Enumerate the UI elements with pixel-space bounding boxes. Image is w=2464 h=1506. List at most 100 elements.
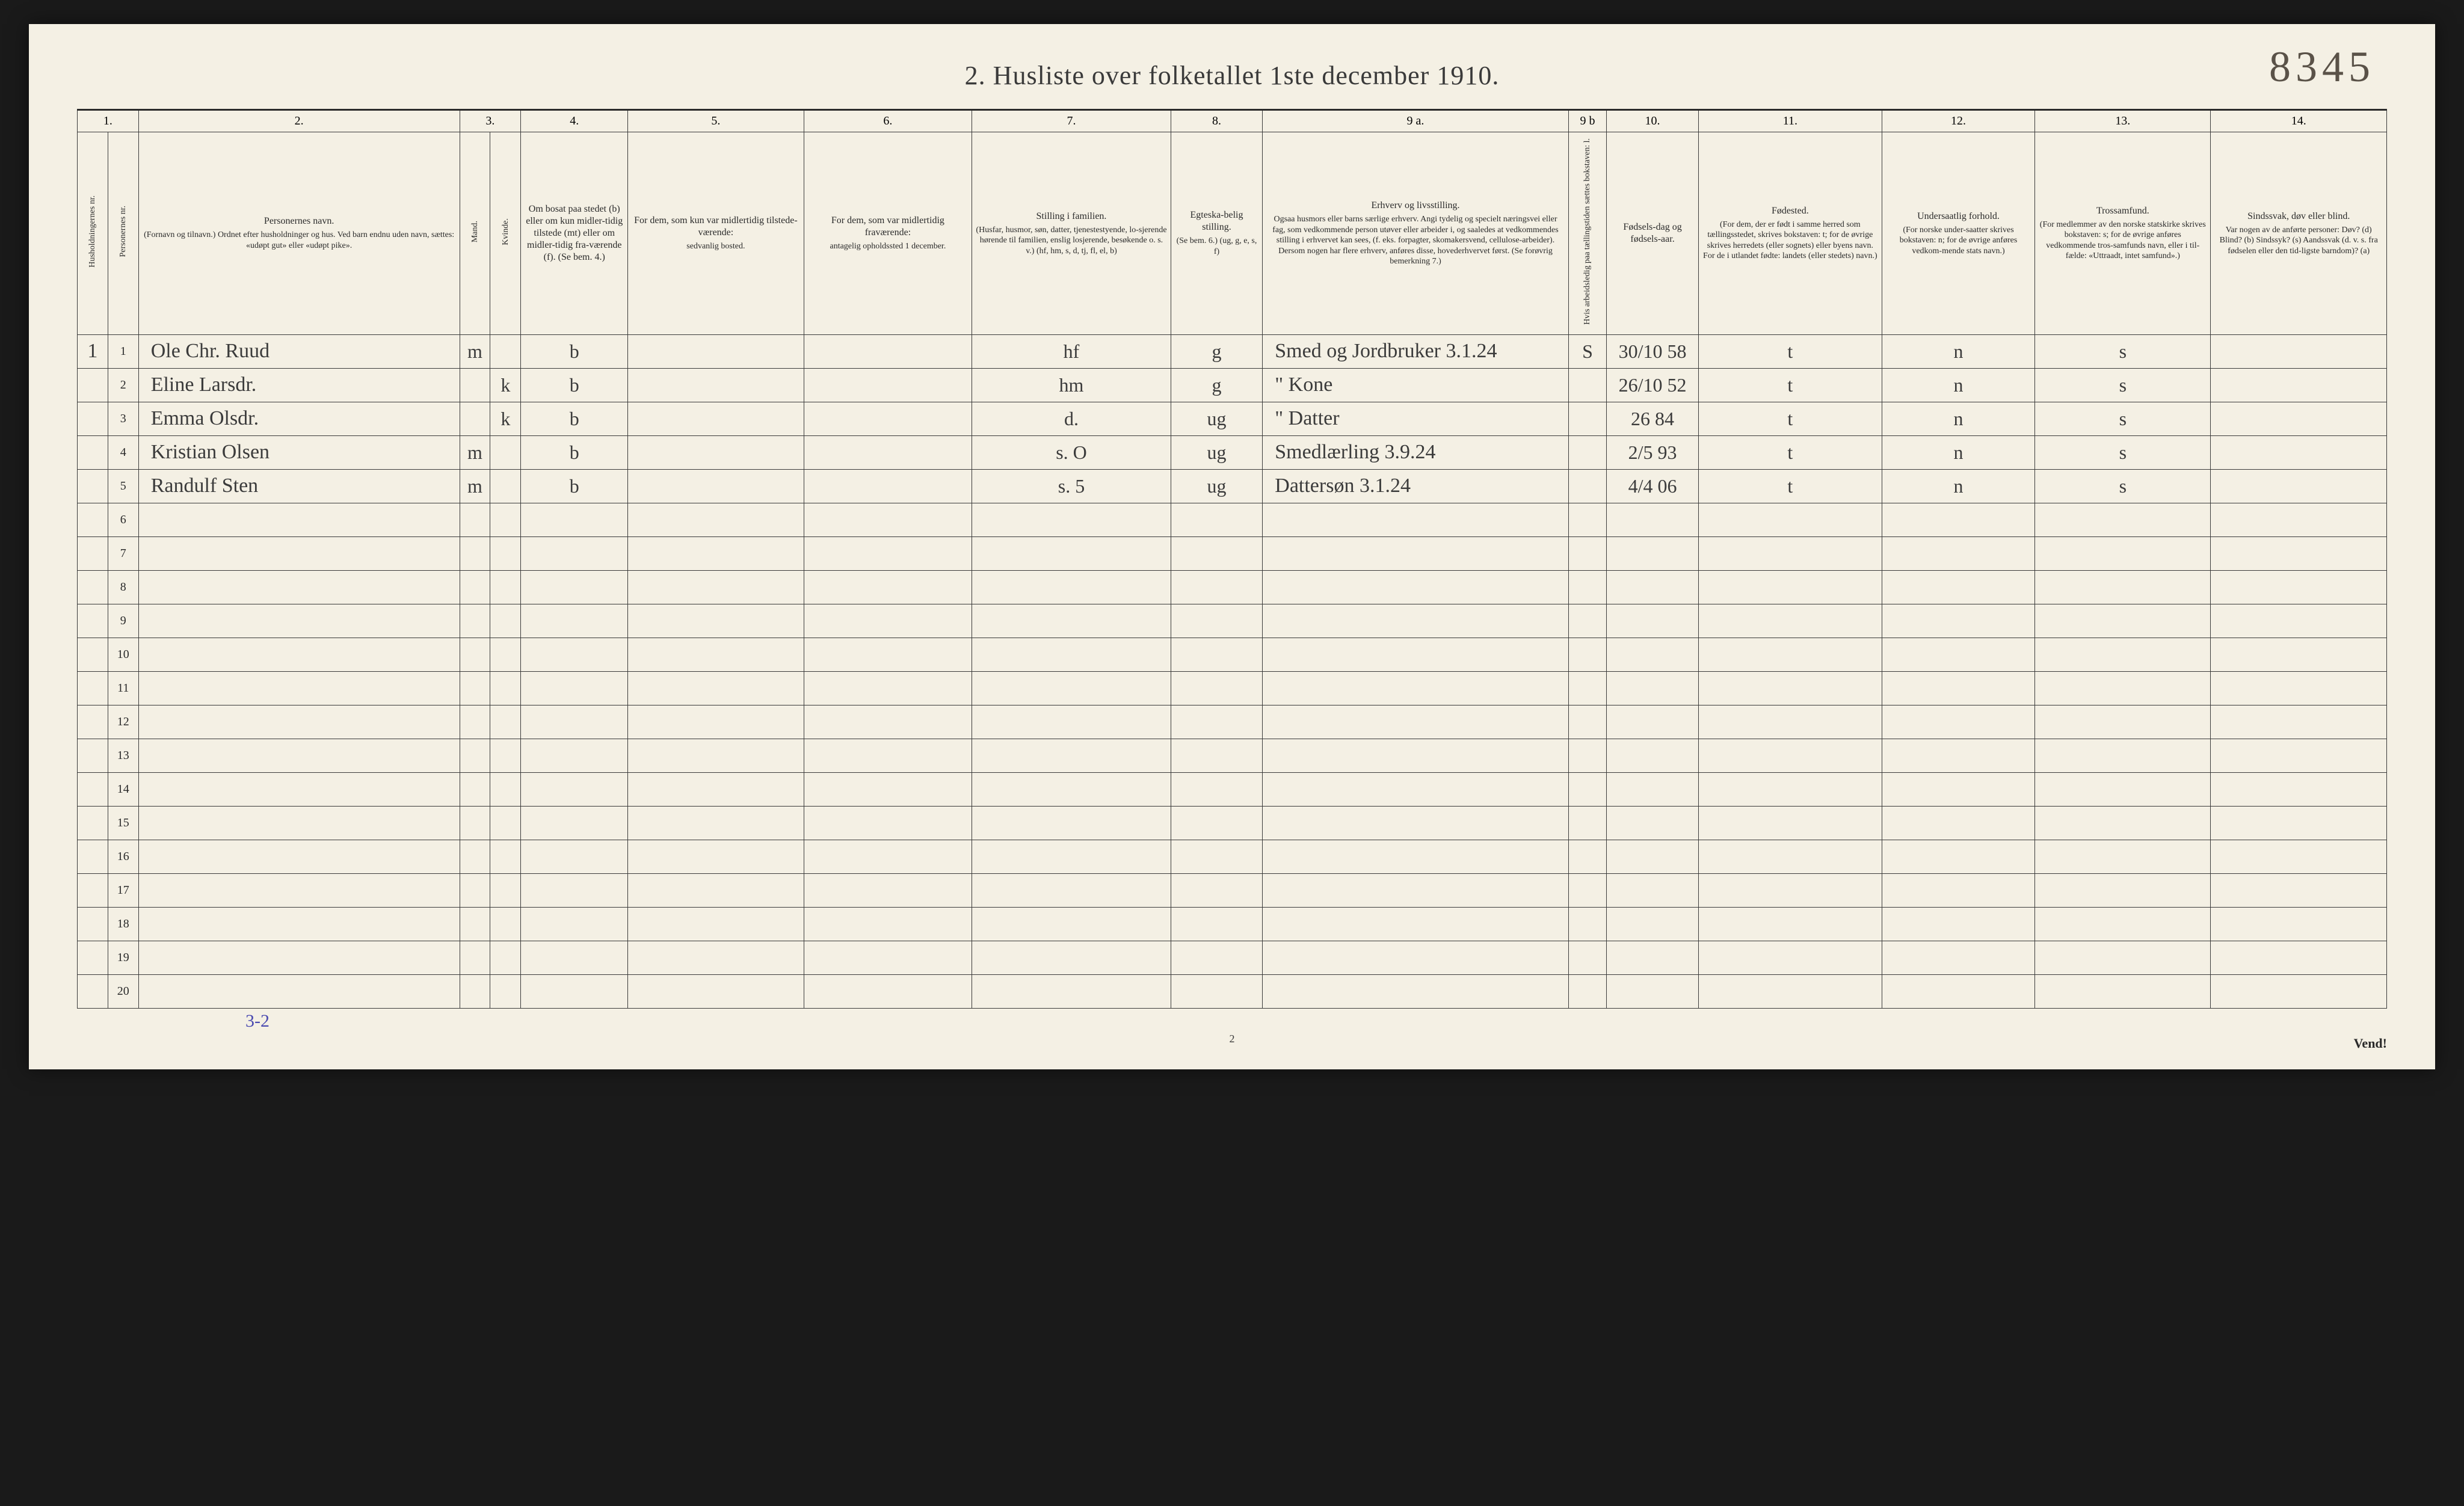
empty-cell: 11 — [108, 671, 138, 705]
empty-cell — [2211, 536, 2387, 570]
header-person-num: Personernes nr. — [108, 132, 138, 335]
cell-sex-m: m — [460, 469, 490, 503]
empty-cell — [804, 974, 972, 1008]
empty-cell — [460, 503, 490, 536]
empty-cell — [78, 772, 108, 806]
empty-cell — [2035, 840, 2211, 873]
table-row-empty: 13 — [78, 739, 2387, 772]
empty-cell — [1698, 941, 1882, 974]
cell-fodested: t — [1698, 402, 1882, 435]
header-sublabel: Ogsaa husmors eller barns særlige erhver… — [1266, 214, 1564, 267]
cell-undersaat: n — [1882, 435, 2034, 469]
cell-household-num: 1 — [78, 334, 108, 368]
empty-cell — [1171, 739, 1263, 772]
empty-cell — [1263, 705, 1568, 739]
cell-sex-k — [490, 469, 521, 503]
empty-cell — [521, 941, 628, 974]
empty-cell — [138, 739, 460, 772]
col-num: 14. — [2211, 110, 2387, 132]
cell-sex-m — [460, 402, 490, 435]
empty-cell — [804, 772, 972, 806]
empty-cell — [1698, 604, 1882, 638]
empty-cell — [521, 604, 628, 638]
empty-cell — [804, 705, 972, 739]
empty-cell — [490, 907, 521, 941]
empty-cell — [2211, 806, 2387, 840]
cell-bosat: b — [521, 368, 628, 402]
empty-cell — [1171, 806, 1263, 840]
empty-cell — [1882, 974, 2034, 1008]
table-row-empty: 11 — [78, 671, 2387, 705]
empty-cell — [2035, 503, 2211, 536]
empty-cell — [138, 705, 460, 739]
empty-cell: 17 — [108, 873, 138, 907]
empty-cell — [1698, 638, 1882, 671]
header-fodsel: Fødsels-dag og fødsels-aar. — [1607, 132, 1699, 335]
empty-cell — [628, 739, 804, 772]
empty-cell — [972, 638, 1171, 671]
table-row-empty: 14 — [78, 772, 2387, 806]
cell-household-num — [78, 469, 108, 503]
table-row-empty: 7 — [78, 536, 2387, 570]
cell-sex-m — [460, 368, 490, 402]
empty-cell — [1568, 604, 1607, 638]
empty-cell — [490, 638, 521, 671]
empty-cell — [78, 638, 108, 671]
empty-cell — [972, 705, 1171, 739]
cell-egtesk: ug — [1171, 402, 1263, 435]
empty-cell — [460, 806, 490, 840]
empty-cell — [1568, 705, 1607, 739]
cell-familie: hm — [972, 368, 1171, 402]
table-row-empty: 12 — [78, 705, 2387, 739]
empty-cell — [138, 503, 460, 536]
cell-household-num — [78, 435, 108, 469]
empty-cell: 12 — [108, 705, 138, 739]
empty-cell — [490, 974, 521, 1008]
empty-cell: 13 — [108, 739, 138, 772]
header-sex-k: Kvinde. — [490, 132, 521, 335]
col-num: 8. — [1171, 110, 1263, 132]
cell-familie: s. 5 — [972, 469, 1171, 503]
cell-midl-frav — [804, 334, 972, 368]
empty-cell — [804, 503, 972, 536]
table-row-empty: 9 — [78, 604, 2387, 638]
header-sublabel: (For medlemmer av den norske statskirke … — [2039, 220, 2207, 262]
header-erhverv: Erhverv og livsstilling. Ogsaa husmors e… — [1263, 132, 1568, 335]
vend-label: Vend! — [2354, 1036, 2387, 1051]
empty-cell — [460, 604, 490, 638]
empty-cell — [1171, 604, 1263, 638]
cell-fodsel: 26 84 — [1607, 402, 1699, 435]
page-title: 2. Husliste over folketallet 1ste decemb… — [77, 60, 2387, 91]
empty-cell — [1171, 570, 1263, 604]
empty-cell: 14 — [108, 772, 138, 806]
empty-cell — [628, 671, 804, 705]
empty-cell — [1263, 536, 1568, 570]
empty-cell — [1698, 705, 1882, 739]
cell-tros: s — [2035, 368, 2211, 402]
empty-cell — [1607, 536, 1699, 570]
empty-cell — [2211, 503, 2387, 536]
empty-cell — [78, 806, 108, 840]
header-row: Husholdningernes nr. Personernes nr. Per… — [78, 132, 2387, 335]
cell-sex-m: m — [460, 334, 490, 368]
empty-cell — [2211, 739, 2387, 772]
empty-cell — [1263, 739, 1568, 772]
table-row: 4Kristian Olsenmbs. OugSmedlærling 3.9.2… — [78, 435, 2387, 469]
empty-cell — [804, 638, 972, 671]
empty-cell — [1568, 907, 1607, 941]
empty-cell — [804, 941, 972, 974]
empty-cell — [1263, 570, 1568, 604]
header-label: For dem, som var midlertidig fraværende: — [831, 215, 944, 238]
col-num: 10. — [1607, 110, 1699, 132]
empty-cell — [460, 873, 490, 907]
empty-cell — [628, 772, 804, 806]
empty-cell — [490, 604, 521, 638]
header-familie: Stilling i familien. (Husfar, husmor, sø… — [972, 132, 1171, 335]
cell-undersaat: n — [1882, 469, 2034, 503]
empty-cell — [490, 671, 521, 705]
header-midl-tilstede: For dem, som kun var midlertidig tilsted… — [628, 132, 804, 335]
empty-cell — [460, 974, 490, 1008]
cell-bosat: b — [521, 435, 628, 469]
empty-cell: 6 — [108, 503, 138, 536]
empty-cell — [1882, 638, 2034, 671]
